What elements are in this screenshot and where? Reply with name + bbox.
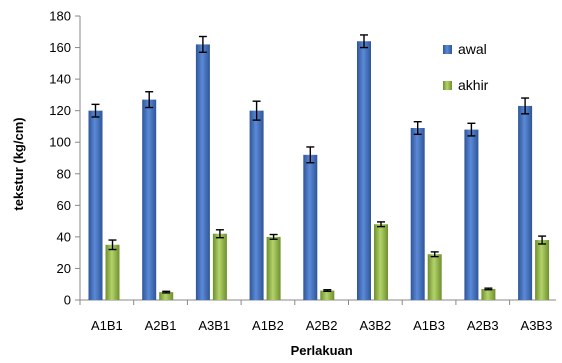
error-bar-akhir-A2B2: [323, 289, 332, 293]
y-tick-label: 0: [64, 293, 71, 308]
error-bar-awal-A2B1: [145, 91, 154, 109]
error-bar-awal-A3B1: [198, 35, 207, 53]
bar-awal-A2B2: [303, 154, 318, 300]
error-bar-akhir-A3B2: [377, 221, 385, 228]
error-bar-akhir-A3B1: [215, 229, 224, 239]
y-tick-label: 80: [57, 166, 71, 181]
legend: awal akhir: [443, 41, 489, 93]
legend-item-awal: awal: [443, 41, 487, 57]
error-bar-akhir-A2B1: [162, 290, 171, 294]
error-bar-akhir-A3B3: [538, 235, 547, 245]
y-tick-label: 180: [49, 9, 71, 24]
y-tick-label: 100: [49, 135, 71, 150]
bar-awal-A2B1: [142, 99, 157, 300]
error-bar-awal-A2B2: [306, 146, 315, 164]
x-axis-title: Perlakuan: [291, 343, 353, 358]
bar-akhir-A1B1: [105, 244, 120, 300]
y-tick-label: 60: [57, 198, 71, 213]
bar-akhir-A1B3: [427, 254, 442, 300]
x-tick-label: A1B1: [91, 318, 123, 333]
bar-akhir-A3B3: [535, 240, 550, 300]
bar-awal-A1B1: [88, 110, 103, 301]
bar-awal-A3B1: [195, 44, 210, 301]
x-tick-label: A3B1: [198, 318, 230, 333]
bar-akhir-A2B1: [159, 292, 174, 300]
legend-swatch: [443, 45, 452, 54]
error-bar-awal-A2B3: [467, 122, 476, 137]
x-tick-label: A3B2: [359, 318, 391, 333]
bar-akhir-A3B2: [374, 224, 388, 300]
legend-label: akhir: [458, 77, 489, 93]
error-bar-awal-A3B2: [360, 34, 368, 49]
error-bar-akhir-A1B3: [430, 251, 439, 258]
bar-awal-A1B2: [249, 110, 264, 301]
y-axis: 0 20 40 60 80 100 120 140 160 180: [49, 9, 81, 308]
x-tick-label: A3B3: [521, 318, 553, 333]
error-bars: [91, 34, 547, 294]
y-tick-label: 40: [57, 229, 71, 244]
bar-awal-A3B2: [357, 41, 371, 300]
error-bar-akhir-A1B2: [269, 233, 278, 240]
bar-akhir-A2B2: [320, 290, 335, 300]
bar-akhir-A3B1: [212, 233, 227, 300]
error-bar-awal-A1B3: [413, 121, 422, 136]
legend-swatch: [443, 81, 452, 90]
x-tick-label: A2B3: [467, 318, 499, 333]
error-bar-akhir-A1B1: [108, 239, 117, 251]
y-tick-label: 120: [49, 103, 71, 118]
x-tick-label: A2B2: [306, 318, 338, 333]
error-bar-awal-A1B2: [252, 100, 261, 121]
error-bar-awal-A1B1: [91, 103, 100, 118]
x-axis: A1B1 A2B1 A3B1 A1B2 A2B2 A3B2 A1B3 A2B3 A3B3: [79, 299, 556, 333]
bar-akhir-A1B2: [266, 236, 281, 300]
bars: [88, 41, 550, 301]
x-tick-label: A1B3: [413, 318, 445, 333]
bar-awal-A2B3: [464, 129, 479, 300]
y-tick-label: 160: [49, 40, 71, 55]
y-tick-label: 20: [57, 261, 71, 276]
bar-awal-A1B3: [410, 128, 425, 300]
x-tick-label: A1B2: [252, 318, 284, 333]
error-bar-akhir-A2B3: [484, 287, 493, 291]
x-tick-label: A2B1: [145, 318, 177, 333]
y-tick-label: 140: [49, 72, 71, 87]
legend-label: awal: [458, 41, 487, 57]
y-axis-title: tekstur (kg/cm): [11, 117, 26, 210]
error-bar-awal-A3B3: [521, 97, 530, 115]
legend-item-akhir: akhir: [443, 77, 489, 93]
bar-akhir-A2B3: [481, 288, 496, 300]
bar-awal-A3B3: [518, 105, 533, 300]
